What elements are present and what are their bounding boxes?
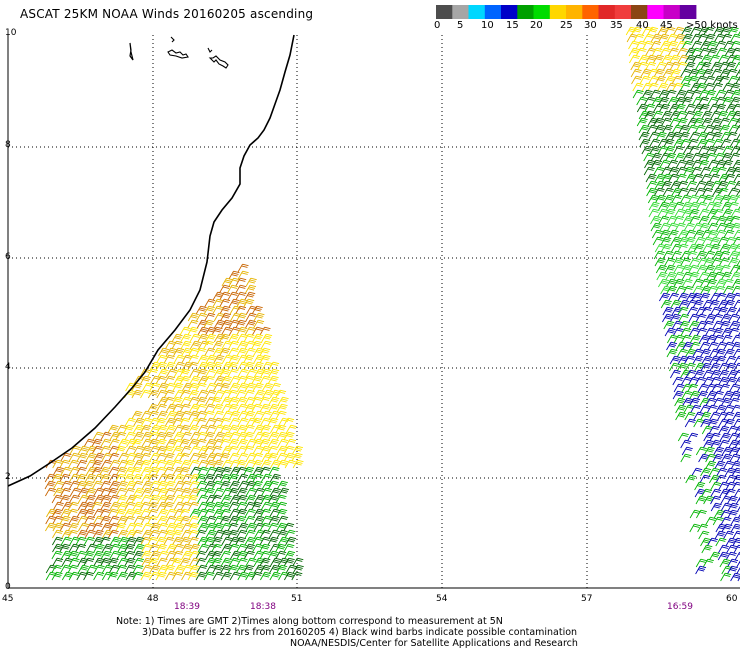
legend-swatch (582, 5, 599, 19)
legend-label-45: 45 (660, 20, 673, 31)
legend-label-30: 30 (584, 20, 597, 31)
pass-time-3: 16:59 (667, 602, 693, 612)
legend-swatch (679, 5, 697, 19)
legend-label-25: 25 (560, 20, 573, 31)
legend-label-10: 10 (481, 20, 494, 31)
legend-swatch (436, 5, 453, 19)
legend-swatch (452, 5, 469, 19)
legend-label-0: 0 (434, 20, 441, 31)
y-tick-6: 6 (5, 252, 11, 262)
legend-label-40: 40 (636, 20, 649, 31)
legend-swatch (533, 5, 551, 19)
y-tick-0: 0 (5, 582, 11, 592)
note-line-2: 3)Data buffer is 22 hrs from 20160205 4)… (142, 627, 578, 638)
legend-swatch (614, 5, 632, 19)
map-title: ASCAT 25KM NOAA Winds 20160205 ascending (20, 7, 314, 21)
note-line-1: Note: 1) Times are GMT 2)Times along bot… (116, 616, 503, 627)
x-tick-60: 60 (726, 594, 738, 604)
wind-barbs (44, 26, 740, 582)
legend-swatch (631, 5, 648, 19)
legend-label-15: 15 (506, 20, 519, 31)
legend-label-50: >50 knots (686, 20, 738, 31)
legend-swatch (517, 5, 534, 19)
coastline (7, 34, 295, 487)
legend-swatch (598, 5, 616, 19)
legend-label-20: 20 (530, 20, 543, 31)
legend-swatch (663, 5, 681, 19)
y-tick-8: 8 (5, 140, 11, 150)
x-tick-54: 54 (436, 594, 448, 604)
pass-time-1: 18:39 (174, 602, 200, 612)
legend-label-5: 5 (457, 20, 464, 31)
legend-swatch (566, 5, 583, 19)
legend-swatch (549, 5, 567, 19)
y-tick-2: 2 (5, 472, 11, 482)
pass-time-2: 18:38 (250, 602, 276, 612)
x-tick-57: 57 (581, 594, 592, 604)
y-tick-10: 10 (5, 28, 17, 38)
legend-label-35: 35 (610, 20, 623, 31)
x-tick-45: 45 (2, 594, 13, 604)
x-tick-51: 51 (291, 594, 302, 604)
legend-swatch (468, 5, 486, 19)
y-tick-4: 4 (5, 362, 11, 372)
x-tick-48: 48 (147, 594, 159, 604)
legend-swatch (647, 5, 664, 19)
speed-legend (436, 5, 697, 19)
legend-swatch (484, 5, 502, 19)
legend-swatch (501, 5, 518, 19)
note-line-3: NOAA/NESDIS/Center for Satellite Applica… (290, 638, 578, 649)
